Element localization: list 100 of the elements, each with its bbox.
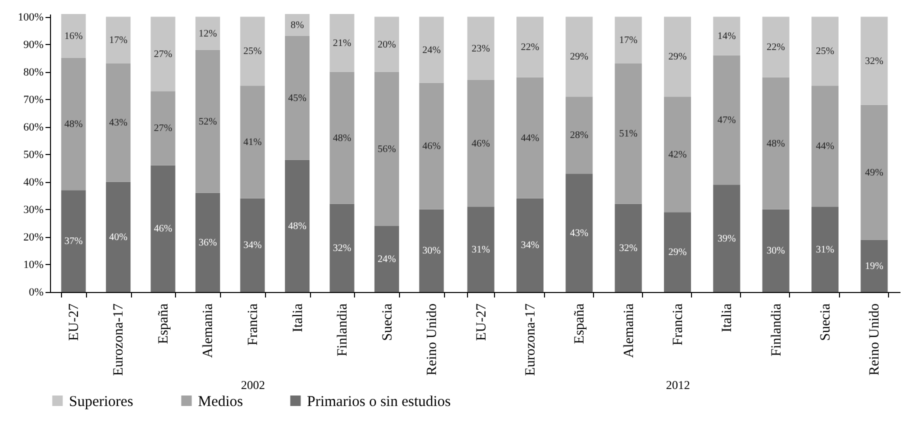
data-label: 23%	[472, 43, 490, 54]
data-label: 14%	[718, 31, 736, 42]
x-tick-label: Finlandia	[769, 302, 784, 356]
bar	[240, 86, 265, 198]
data-label: 24%	[378, 254, 396, 265]
data-label: 27%	[154, 48, 172, 60]
bar	[240, 198, 265, 292]
bar	[106, 64, 131, 182]
bar	[150, 165, 176, 292]
bar	[566, 96, 593, 174]
bar	[330, 14, 354, 72]
data-label: 41%	[243, 136, 262, 148]
data-label: 20%	[378, 39, 396, 50]
bar	[762, 209, 790, 292]
bar	[467, 206, 494, 292]
data-label: 25%	[816, 46, 834, 58]
bar	[419, 82, 444, 210]
data-label: 8%	[290, 20, 304, 32]
x-tick-label: Francia	[671, 302, 686, 346]
data-label: 46%	[472, 138, 490, 150]
data-label: 29%	[668, 52, 687, 63]
bar	[566, 16, 593, 97]
bar	[713, 55, 740, 185]
bar	[614, 204, 642, 292]
x-tick-label: Finlandia	[336, 302, 351, 356]
legend-label: Medios	[198, 394, 244, 410]
data-label: 29%	[668, 247, 687, 258]
bar	[614, 64, 642, 204]
data-label: 36%	[198, 237, 217, 248]
data-label: 31%	[816, 244, 834, 256]
y-tick-label: 40%	[23, 176, 44, 188]
y-tick-label: 50%	[23, 148, 44, 161]
data-label: 45%	[288, 92, 306, 104]
bar	[106, 182, 131, 292]
data-label: 51%	[619, 128, 638, 140]
bar	[664, 96, 692, 212]
bar	[195, 192, 220, 292]
x-tick-label: EU-27	[474, 304, 490, 341]
x-tick-label: España	[156, 302, 172, 344]
data-label: 19%	[865, 260, 884, 272]
data-label: 17%	[619, 35, 638, 46]
bar	[106, 16, 131, 64]
data-label: 43%	[570, 228, 588, 239]
x-tick-label: Suecia	[818, 302, 834, 341]
bar	[467, 16, 494, 80]
bar	[374, 16, 400, 72]
bar	[284, 160, 310, 292]
bar	[61, 190, 86, 292]
data-label: 48%	[288, 220, 306, 232]
bar	[860, 16, 888, 105]
bar	[195, 50, 220, 193]
data-label: 22%	[766, 42, 786, 54]
bar	[61, 14, 86, 58]
x-tick-label: Italia	[290, 302, 306, 332]
data-label: 31%	[472, 244, 490, 256]
data-label: 32%	[865, 56, 884, 67]
data-label: 24%	[422, 44, 441, 56]
data-label: 17%	[109, 35, 128, 46]
data-label: 39%	[718, 233, 736, 244]
bar	[150, 16, 176, 92]
y-tick-label: 70%	[23, 94, 44, 106]
bar	[811, 16, 839, 86]
data-label: 32%	[332, 242, 352, 254]
bar	[860, 104, 888, 240]
data-label: 37%	[64, 236, 83, 248]
y-tick-label: 0%	[28, 286, 44, 298]
x-tick-label: Reino Unido	[868, 304, 883, 376]
data-label: 48%	[332, 132, 352, 144]
bar	[762, 77, 790, 210]
x-axis-title: 2002	[241, 378, 265, 392]
data-label: 30%	[422, 246, 441, 257]
bar	[419, 16, 444, 83]
bar	[516, 77, 544, 198]
y-tick-label: 90%	[23, 38, 44, 51]
x-tick-label: Alemania	[622, 302, 637, 358]
data-label: 47%	[718, 114, 736, 126]
bar	[664, 16, 692, 97]
data-label: 46%	[154, 224, 172, 235]
data-label: 44%	[520, 132, 540, 144]
bar	[713, 16, 740, 56]
bar	[240, 16, 265, 86]
x-axis-title: 2012	[666, 378, 690, 392]
bar	[713, 184, 740, 292]
x-tick-label: Suecia	[380, 302, 396, 341]
legend-label: Primarios o sin estudios	[307, 394, 451, 410]
data-label: 44%	[816, 141, 834, 152]
data-label: 40%	[109, 232, 128, 243]
x-tick-label: Italia	[720, 302, 736, 332]
x-tick-label: Eurozona-17	[523, 304, 538, 376]
data-label: 25%	[243, 46, 262, 58]
y-tick-label: 30%	[23, 204, 44, 216]
x-tick-label: España	[572, 302, 588, 344]
x-tick-label: Alemania	[201, 302, 216, 358]
bar	[330, 72, 354, 204]
bar	[467, 80, 494, 207]
data-label: 27%	[154, 123, 172, 134]
data-label: 32%	[619, 242, 638, 254]
bar	[762, 16, 790, 78]
data-label: 12%	[198, 28, 217, 40]
data-label: 42%	[668, 149, 687, 160]
